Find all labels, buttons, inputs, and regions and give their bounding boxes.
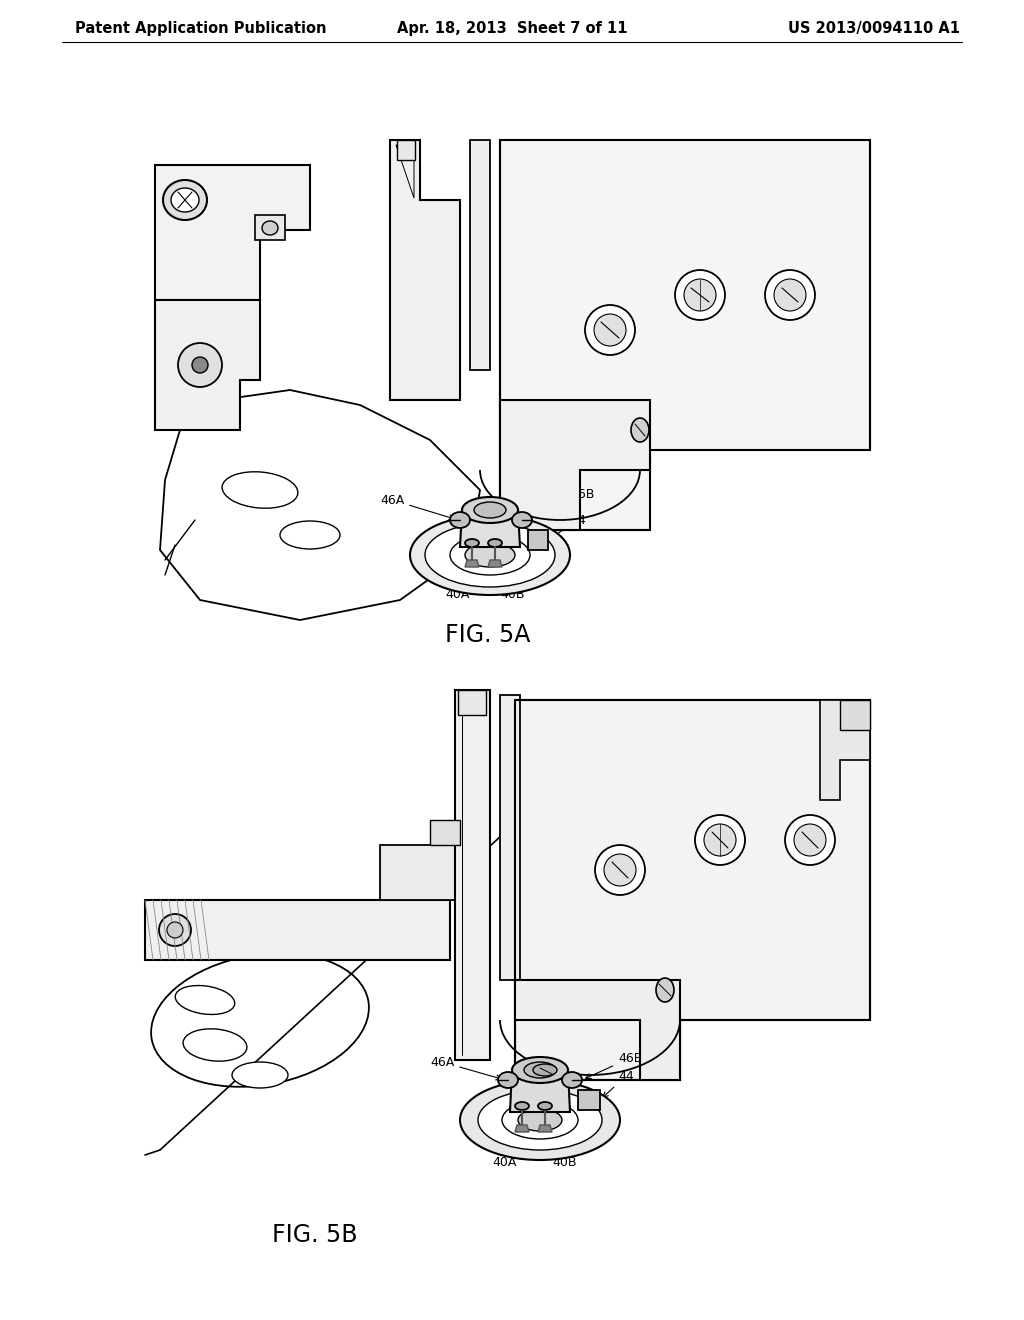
Ellipse shape	[488, 539, 502, 546]
Polygon shape	[390, 140, 460, 400]
Text: 46B: 46B	[538, 488, 594, 519]
Ellipse shape	[163, 180, 207, 220]
Polygon shape	[465, 560, 479, 568]
Text: US 2013/0094110 A1: US 2013/0094110 A1	[788, 21, 961, 36]
Text: FIG. 5A: FIG. 5A	[445, 623, 530, 647]
Text: 44: 44	[603, 1069, 634, 1097]
Ellipse shape	[193, 356, 208, 374]
Text: Apr. 18, 2013  Sheet 7 of 11: Apr. 18, 2013 Sheet 7 of 11	[396, 21, 628, 36]
Polygon shape	[510, 1071, 570, 1111]
Text: 40B: 40B	[547, 1131, 577, 1168]
Polygon shape	[470, 140, 490, 370]
Text: 46A: 46A	[380, 494, 455, 520]
Ellipse shape	[159, 913, 191, 946]
Ellipse shape	[502, 1101, 578, 1139]
Ellipse shape	[175, 986, 234, 1015]
Ellipse shape	[631, 418, 649, 442]
Polygon shape	[160, 389, 480, 620]
Ellipse shape	[534, 1064, 557, 1076]
Ellipse shape	[512, 512, 532, 528]
Ellipse shape	[538, 1102, 552, 1110]
Polygon shape	[515, 700, 870, 1080]
Ellipse shape	[594, 314, 626, 346]
Ellipse shape	[178, 343, 222, 387]
Ellipse shape	[167, 921, 183, 939]
Ellipse shape	[465, 539, 479, 546]
Ellipse shape	[474, 502, 506, 517]
Ellipse shape	[410, 515, 570, 595]
Ellipse shape	[183, 1028, 247, 1061]
Ellipse shape	[794, 824, 826, 855]
Ellipse shape	[524, 1063, 556, 1078]
Text: 44: 44	[551, 513, 586, 537]
Polygon shape	[840, 700, 870, 730]
Text: Patent Application Publication: Patent Application Publication	[75, 21, 327, 36]
Ellipse shape	[152, 953, 369, 1086]
Ellipse shape	[684, 279, 716, 312]
Polygon shape	[255, 215, 285, 240]
Polygon shape	[578, 1090, 600, 1110]
Ellipse shape	[604, 854, 636, 886]
Ellipse shape	[585, 305, 635, 355]
Ellipse shape	[222, 471, 298, 508]
Ellipse shape	[232, 1063, 288, 1088]
Ellipse shape	[774, 279, 806, 312]
Ellipse shape	[498, 1072, 518, 1088]
Ellipse shape	[656, 978, 674, 1002]
Ellipse shape	[450, 512, 470, 528]
Ellipse shape	[695, 814, 745, 865]
Polygon shape	[397, 140, 415, 160]
Ellipse shape	[425, 523, 555, 587]
Text: 46B: 46B	[586, 1052, 642, 1078]
Ellipse shape	[460, 1080, 620, 1160]
Polygon shape	[145, 900, 450, 960]
Polygon shape	[538, 1125, 552, 1133]
Ellipse shape	[280, 521, 340, 549]
Polygon shape	[430, 820, 460, 845]
Polygon shape	[500, 696, 520, 979]
Ellipse shape	[512, 1057, 568, 1082]
Polygon shape	[155, 165, 310, 300]
Ellipse shape	[518, 1109, 562, 1131]
Polygon shape	[528, 531, 548, 550]
Ellipse shape	[562, 1072, 582, 1088]
Ellipse shape	[462, 498, 518, 523]
Ellipse shape	[675, 271, 725, 319]
Ellipse shape	[450, 535, 530, 576]
Ellipse shape	[595, 845, 645, 895]
Text: 40A: 40A	[445, 566, 470, 602]
Polygon shape	[455, 690, 490, 1060]
Polygon shape	[458, 690, 486, 715]
Polygon shape	[155, 300, 260, 430]
Polygon shape	[488, 560, 502, 568]
Ellipse shape	[171, 187, 199, 213]
Polygon shape	[515, 979, 680, 1080]
Ellipse shape	[478, 1090, 602, 1150]
Text: 46A: 46A	[430, 1056, 501, 1080]
Ellipse shape	[765, 271, 815, 319]
Text: 40B: 40B	[497, 566, 524, 602]
Ellipse shape	[785, 814, 835, 865]
Polygon shape	[500, 400, 650, 531]
Ellipse shape	[465, 543, 515, 568]
Ellipse shape	[262, 220, 278, 235]
Text: 40A: 40A	[492, 1131, 520, 1168]
Polygon shape	[500, 140, 870, 531]
Polygon shape	[460, 510, 520, 546]
Ellipse shape	[515, 1102, 529, 1110]
Polygon shape	[820, 700, 870, 800]
Polygon shape	[380, 845, 460, 900]
Text: FIG. 5B: FIG. 5B	[272, 1224, 357, 1247]
Polygon shape	[515, 1125, 529, 1133]
Ellipse shape	[705, 824, 736, 855]
